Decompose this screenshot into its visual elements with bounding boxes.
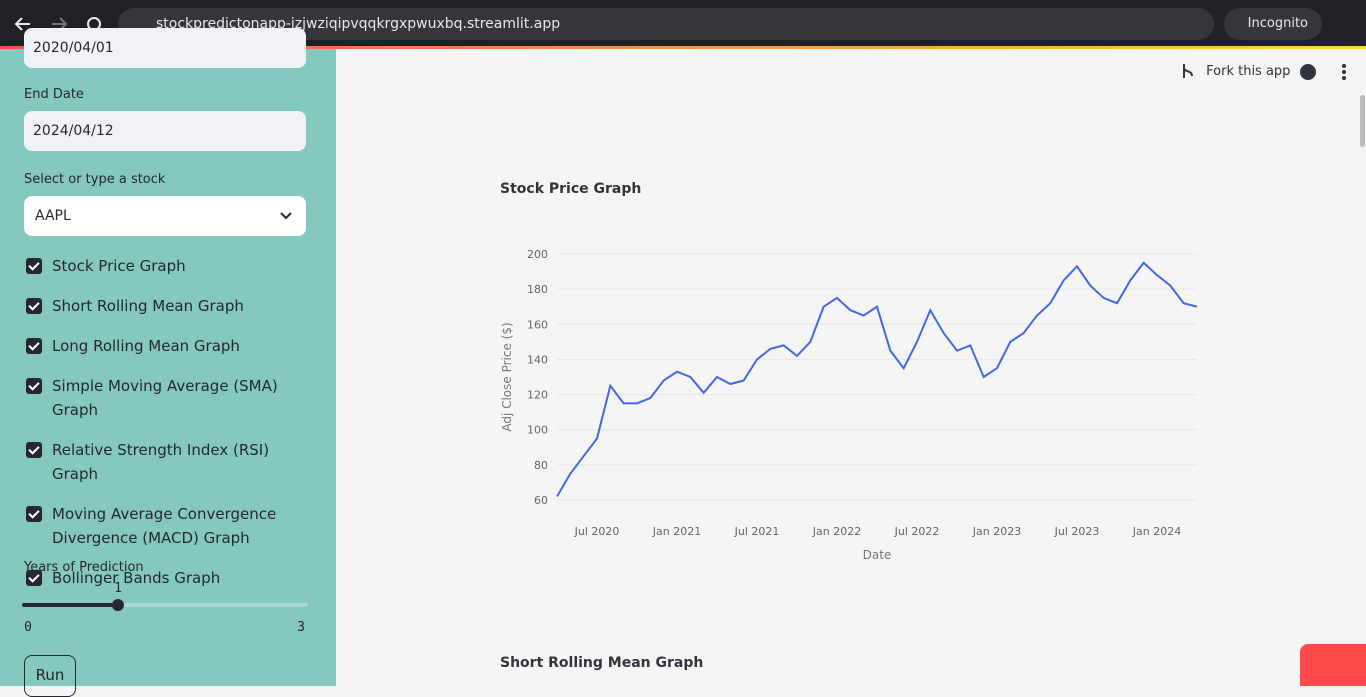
stock-value: AAPL [35,208,71,224]
end-date: 2024/04/12 [33,123,114,139]
x-tick-label: Jul 2021 [734,525,780,538]
y-tick-label: 140 [527,353,548,366]
y-tick-label: 100 [527,424,548,437]
price-line [556,261,1198,497]
run-text: Run [35,666,65,684]
streamlit-badge[interactable] [1300,644,1366,686]
slider[interactable]: 1 0 3 [0,579,336,639]
stock-label: Select or type a stock [24,172,166,187]
checkbox[interactable] [26,258,42,274]
checkbox-label: Short Rolling Mean Graph [52,297,244,315]
x-tick-label: Jan 2022 [812,525,861,538]
y-tick-label: 80 [534,459,548,472]
slider-value: 1 [114,581,122,596]
slider-handle [112,599,124,611]
x-tick-label: Jan 2023 [972,525,1021,538]
y-axis-label: Adj Close Price ($) [500,322,514,431]
checkbox[interactable] [26,298,42,314]
start-date-input[interactable]: 2020/04/01 [24,28,306,68]
slider-min: 0 [24,620,32,635]
x-tick-label: Jan 2024 [1132,525,1181,538]
y-tick-label: 120 [527,389,548,402]
sidebar: 2020/04/01 End Date 2024/04/12 Select or… [0,28,336,697]
end-date-input[interactable]: 2024/04/12 [24,111,306,151]
loading-bar [0,46,1366,49]
start-date: 2020/04/01 [33,40,114,56]
y-tick-label: 180 [527,283,548,296]
fork-text: Fork this app [1206,63,1291,79]
x-axis-label: Date [863,548,892,562]
incognito-badge[interactable]: Incognito [1224,8,1322,40]
section-title: Short Rolling Mean Graph [500,655,703,671]
checkbox[interactable] [26,442,42,458]
checkbox[interactable] [26,570,42,586]
fork-link[interactable]: Fork this app [1180,62,1290,80]
x-tick-label: Jul 2020 [574,525,620,538]
y-tick-label: 160 [527,318,548,331]
x-tick-label: Jul 2023 [1054,525,1100,538]
incognito-text: Incognito [1247,16,1308,31]
checkbox-label: Stock Price Graph [52,257,186,275]
end-date-label: End Date [24,87,84,102]
checkbox[interactable] [26,338,42,354]
x-tick-label: Jan 2021 [652,525,701,538]
years-label: Years of Prediction [24,560,144,575]
toolbar-icons[interactable] [1298,62,1354,82]
y-tick-label: 60 [534,494,548,507]
checkbox[interactable] [26,378,42,394]
checkbox-label: Long Rolling Mean Graph [52,337,240,355]
chart-title: Stock Price Graph [500,181,641,197]
checkbox-label: Moving Average Convergence Divergence (M… [52,505,277,547]
run-button[interactable]: Run [24,655,76,697]
slider-max: 3 [297,620,305,635]
checkbox-label: Relative Strength Index (RSI) Graph [52,441,270,483]
chart: Stock Price Graph 60 80 100 120 140 160 180 200 J… [500,181,1198,671]
x-tick-label: Jul 2022 [894,525,940,538]
y-tick-label: 200 [527,248,548,261]
checkbox-label: Simple Moving Average (SMA) Graph [52,377,278,419]
scrollbar [1360,95,1365,147]
checkbox[interactable] [26,506,42,522]
nav-buttons[interactable] [10,12,110,36]
stock-select[interactable]: AAPL [24,196,306,236]
checkbox-label: Bollinger Bands Graph [52,569,221,587]
